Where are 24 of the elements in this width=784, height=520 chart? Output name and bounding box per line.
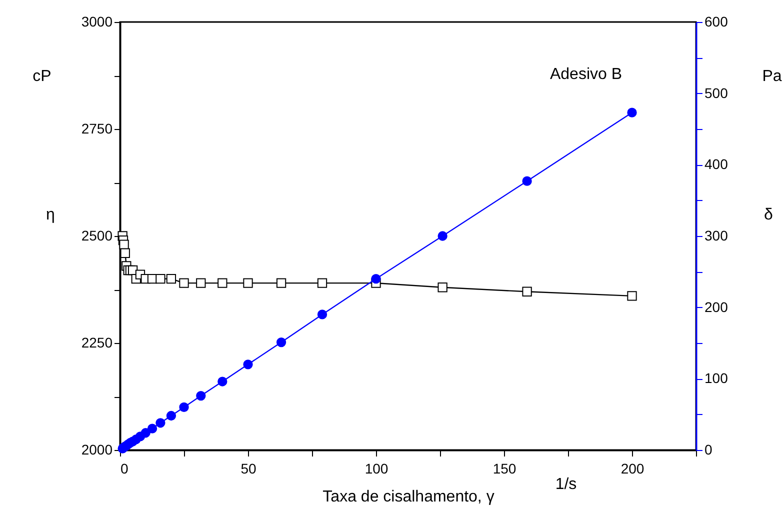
y-tick-label: 2000 bbox=[81, 442, 113, 458]
y-tick-label: 3000 bbox=[81, 14, 113, 30]
y-tick-label: 2500 bbox=[81, 228, 113, 244]
y2-tick-label: 400 bbox=[704, 156, 728, 172]
y-tick-label: 2250 bbox=[81, 334, 113, 350]
annotation: Adesivo B bbox=[550, 66, 622, 83]
text: cP bbox=[32, 68, 52, 85]
x-tick-label: 50 bbox=[240, 460, 256, 476]
y2-axis-title: δ bbox=[764, 206, 774, 224]
y2-tick-label: 200 bbox=[704, 298, 728, 315]
x-tick-label: 150 bbox=[492, 460, 516, 476]
y2-tick-label: 0 bbox=[704, 442, 712, 458]
y-axis-title: η bbox=[46, 206, 55, 224]
x-axis-title: Taxa de cisalhamento, γ bbox=[322, 488, 494, 506]
y2-tick-label: 100 bbox=[704, 370, 728, 386]
x-tick-label: 0 bbox=[120, 460, 128, 476]
y2-tick-label: 600 bbox=[704, 14, 728, 30]
x-tick-label: 100 bbox=[364, 460, 388, 476]
text: 1/s bbox=[555, 476, 577, 493]
text: Pa bbox=[762, 68, 782, 85]
y2-tick-label: 300 bbox=[704, 228, 728, 244]
x-tick-label: 200 bbox=[620, 460, 644, 476]
y-tick-label: 2750 bbox=[81, 120, 113, 136]
y2-tick-label: 500 bbox=[704, 84, 728, 101]
